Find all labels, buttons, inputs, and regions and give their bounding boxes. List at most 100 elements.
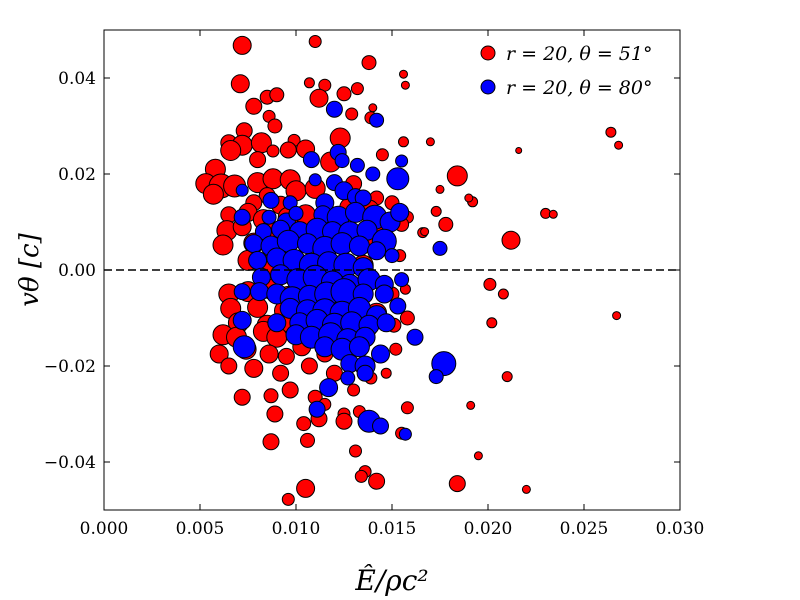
series-2-point-97 (371, 344, 390, 364)
y-axis-title-text: vθ [c] (15, 232, 45, 306)
series-1-point-140 (263, 388, 279, 404)
series-1-point-114 (486, 317, 498, 329)
series-1-point-164 (296, 478, 316, 498)
y-tick-label-2: 0.00 (58, 261, 96, 281)
series-1-point-146 (466, 400, 476, 410)
series-2-point-80 (267, 313, 287, 333)
series-2-point-105 (308, 400, 326, 418)
series-1-point-46 (435, 184, 445, 194)
y-tick-label-3: 0.02 (58, 165, 96, 185)
series-1-point-10 (230, 74, 250, 94)
series-1-point-130 (389, 342, 403, 356)
series-2-point-10 (386, 167, 410, 191)
series-1-point-154 (262, 433, 280, 451)
series-1-point-139 (233, 388, 251, 406)
series-1-point-36 (375, 148, 389, 162)
series-1-point-163 (521, 484, 531, 494)
series-1-point-133 (272, 364, 290, 382)
series-2-point-108 (398, 427, 412, 441)
series-1-point-134 (300, 357, 318, 375)
legend-marker-2 (480, 79, 496, 95)
series-1-point-15 (368, 103, 378, 113)
series-1-point-30 (515, 147, 523, 154)
series-2-point-71 (374, 284, 394, 304)
y-axis-title: vθ [c] (15, 232, 45, 306)
series-2-point-37 (244, 234, 264, 254)
series-1-point-125 (259, 344, 279, 364)
series-1-point-48 (202, 183, 224, 205)
series-2-point-5 (334, 153, 350, 169)
series-1-point-3 (303, 77, 315, 89)
x-tick-label-1: 0.005 (176, 519, 225, 539)
series-1-point-7 (400, 80, 410, 90)
series-2-point-20 (261, 209, 277, 225)
series-1-point-59 (548, 209, 558, 219)
legend-label-2: r = 20, θ = 80° (506, 77, 652, 99)
series-2-point-13 (235, 183, 249, 197)
series-2-point-62 (394, 272, 410, 288)
series-1-point-115 (612, 311, 622, 321)
series-2-point-6 (349, 157, 365, 173)
series-1-point-144 (347, 383, 361, 397)
series-2-point-46 (432, 240, 448, 256)
series-1-point-13 (269, 87, 285, 103)
series-1-point-162 (448, 475, 466, 493)
x-axis-title: Ê/ρc² (354, 564, 428, 597)
x-tick-label-5: 0.025 (560, 519, 609, 539)
y-tick-label-4: 0.04 (58, 69, 96, 89)
series-2-point-47 (248, 250, 268, 270)
x-axis-title-text: Ê/ρc² (354, 564, 428, 597)
series-1-point-155 (300, 432, 315, 448)
series-1-point-11 (245, 97, 263, 115)
series-1-point-107 (399, 310, 415, 326)
series-1-point-21 (605, 126, 617, 138)
legend-marker-1 (480, 45, 496, 61)
series-1-point-32 (220, 140, 242, 161)
series-2-point-86 (376, 313, 396, 333)
points-layer (195, 35, 624, 506)
series-1-point-22 (614, 140, 624, 150)
series-1-point-28 (398, 136, 409, 148)
series-2-point-101 (340, 370, 356, 386)
series-1-point-69 (464, 193, 474, 203)
x-tick-label-2: 0.010 (272, 519, 321, 539)
series-2-point-19 (233, 208, 251, 226)
series-1-point-137 (380, 367, 392, 379)
series-1-point-145 (400, 401, 414, 415)
series-1-point-2 (308, 35, 322, 48)
y-tick-label-0: −0.04 (44, 453, 96, 473)
series-1-point-6 (399, 69, 408, 79)
series-2-point-96 (348, 336, 370, 358)
series-2-point-92 (406, 328, 424, 346)
series-1-point-14 (309, 88, 329, 108)
series-1-point-8 (336, 86, 352, 102)
series-1-point-157 (349, 444, 362, 458)
series-2-point-22 (288, 205, 304, 221)
series-1-point-68 (438, 216, 454, 232)
series-1-point-151 (296, 416, 312, 432)
series-1-point-29 (425, 137, 435, 147)
series-2-point-43 (348, 235, 370, 257)
series-1-point-147 (266, 405, 284, 423)
series-1-point-37 (249, 151, 267, 169)
series-1-point-78 (420, 227, 430, 237)
series-1-point-9 (350, 82, 364, 96)
series-1-point-165 (281, 492, 295, 506)
legend: r = 20, θ = 51° r = 20, θ = 80° (480, 43, 652, 99)
tick-labels-layer: 0.000 0.005 0.010 0.015 0.020 0.025 0.030 −0.04… (44, 69, 704, 539)
series-1-point-100 (497, 288, 509, 300)
series-2-point-79 (232, 310, 252, 330)
series-1-point-161 (368, 472, 386, 490)
y-tick-label-1: −0.02 (44, 357, 96, 377)
series-2-point-28 (390, 202, 410, 222)
series-2-point-107 (372, 417, 389, 435)
series-1-point-79 (501, 230, 521, 250)
series-2-point-63 (233, 283, 251, 301)
series-1-point-123 (209, 344, 229, 364)
series-2-point-103 (428, 369, 444, 385)
series-1-point-80 (212, 234, 234, 256)
series-1-point-38 (266, 144, 280, 158)
legend-label-1: r = 20, θ = 51° (506, 43, 652, 65)
series-1-point-19 (267, 118, 283, 134)
